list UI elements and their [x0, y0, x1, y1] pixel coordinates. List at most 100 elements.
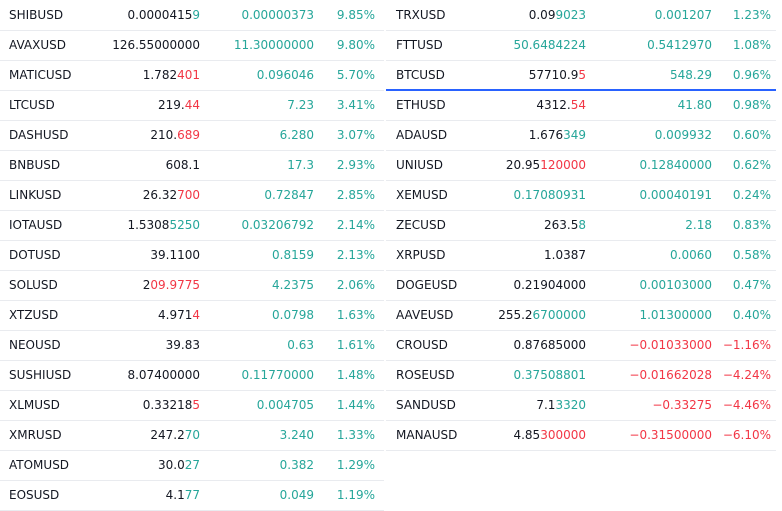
watchlist-row-manausd[interactable]: MANAUSD 4.85300000 −0.31500000 −6.10% — [386, 421, 776, 451]
last-price-stable-digits: 255.2 — [498, 308, 533, 322]
price-change: 0.72847 — [264, 188, 314, 202]
last-price: 608.1 — [166, 151, 200, 180]
price-change: −0.31500000 — [629, 428, 712, 442]
percent-change: 0.62% — [732, 158, 771, 172]
symbol-label: ETHUSD — [396, 98, 446, 112]
symbol-label: AVAXUSD — [9, 38, 66, 52]
watchlist-row-sandusd[interactable]: SANDUSD 7.13320 −0.33275 −4.46% — [386, 391, 776, 421]
last-price-changed-digits: 700 — [177, 188, 200, 202]
last-price: 0.21904000 — [513, 271, 586, 300]
watchlist-row-trxusd[interactable]: TRXUSD 0.099023 0.001207 1.23% — [386, 1, 776, 31]
watchlist-row-maticusd[interactable]: MATICUSD 1.782401 0.096046 5.70% — [0, 61, 384, 91]
watchlist-row-linkusd[interactable]: LINKUSD 26.32700 0.72847 2.85% — [0, 181, 384, 211]
watchlist-row-iotausd[interactable]: IOTAUSD 1.53085250 0.03206792 2.14% — [0, 211, 384, 241]
price-change: −0.01662028 — [629, 368, 712, 382]
watchlist-row-atomusd[interactable]: ATOMUSD 30.027 0.382 1.29% — [0, 451, 384, 481]
watchlist-row-btcusd[interactable]: BTCUSD 57710.95 548.29 0.96% — [386, 61, 776, 91]
last-price-changed-digits: 401 — [177, 68, 200, 82]
price-change: 11.30000000 — [233, 38, 314, 52]
symbol-label: DOGEUSD — [396, 278, 458, 292]
last-price-changed-digits: 0.17080931 — [513, 188, 586, 202]
watchlist-row-zecusd[interactable]: ZECUSD 263.58 2.18 0.83% — [386, 211, 776, 241]
watchlist-row-dashusd[interactable]: DASHUSD 210.689 6.280 3.07% — [0, 121, 384, 151]
symbol-label: BTCUSD — [396, 68, 445, 82]
watchlist-row-crousd[interactable]: CROUSD 0.87685000 −0.01033000 −1.16% — [386, 331, 776, 361]
symbol-label: XTZUSD — [9, 308, 59, 322]
symbol-label: MANAUSD — [396, 428, 458, 442]
symbol-label: FTTUSD — [396, 38, 443, 52]
watchlist-row-neousd[interactable]: NEOUSD 39.83 0.63 1.61% — [0, 331, 384, 361]
watchlist-row-ltcusd[interactable]: LTCUSD 219.44 7.23 3.41% — [0, 91, 384, 121]
last-price: 1.0387 — [544, 241, 586, 270]
last-price-changed-digits: 77 — [184, 488, 200, 502]
watchlist-row-uniusd[interactable]: UNIUSD 20.95120000 0.12840000 0.62% — [386, 151, 776, 181]
watchlist-row-shibusd[interactable]: SHIBUSD 0.00004159 0.00000373 9.85% — [0, 1, 384, 31]
price-change: 0.00000373 — [241, 8, 314, 22]
last-price-stable-digits: 0.21904000 — [513, 278, 586, 292]
last-price-stable-digits: 608.1 — [165, 158, 200, 172]
percent-change: 9.80% — [336, 38, 375, 52]
percent-change: −6.10% — [722, 428, 771, 442]
percent-change: 1.44% — [336, 398, 375, 412]
symbol-label: NEOUSD — [9, 338, 61, 352]
last-price-stable-digits: 4.1 — [165, 488, 185, 502]
symbol-label: DASHUSD — [9, 128, 69, 142]
watchlist-row-solusd[interactable]: SOLUSD 209.9775 4.2375 2.06% — [0, 271, 384, 301]
last-price-stable-digits: 20.95 — [505, 158, 541, 172]
percent-change: 3.07% — [336, 128, 375, 142]
price-change: 1.01300000 — [639, 308, 712, 322]
watchlist-row-xmrusd[interactable]: XMRUSD 247.270 3.240 1.33% — [0, 421, 384, 451]
percent-change: 0.24% — [732, 188, 771, 202]
watchlist-row-eosusd[interactable]: EOSUSD 4.177 0.049 1.19% — [0, 481, 384, 511]
symbol-label: AAVEUSD — [396, 308, 454, 322]
last-price: 209.9775 — [143, 271, 200, 300]
percent-change: 0.98% — [732, 98, 771, 112]
price-change: 3.240 — [279, 428, 314, 442]
watchlist-row-roseusd[interactable]: ROSEUSD 0.37508801 −0.01662028 −4.24% — [386, 361, 776, 391]
symbol-label: MATICUSD — [9, 68, 72, 82]
last-price-changed-digits: 54 — [570, 98, 586, 112]
last-price-stable-digits: 1.782 — [142, 68, 178, 82]
watchlist-row-bnbusd[interactable]: BNBUSD 608.1 17.3 2.93% — [0, 151, 384, 181]
watchlist-row-adausd[interactable]: ADAUSD 1.676349 0.009932 0.60% — [386, 121, 776, 151]
percent-change: 0.60% — [732, 128, 771, 142]
symbol-label: SUSHIUSD — [9, 368, 72, 382]
last-price-changed-digits: 3320 — [555, 398, 586, 412]
last-price-stable-digits: 4.85 — [513, 428, 541, 442]
percent-change: 2.06% — [336, 278, 375, 292]
watchlist-row-xrpusd[interactable]: XRPUSD 1.0387 0.0060 0.58% — [386, 241, 776, 271]
watchlist-row-xtzusd[interactable]: XTZUSD 4.9714 0.0798 1.63% — [0, 301, 384, 331]
percent-change: 9.85% — [336, 8, 375, 22]
percent-change: 3.41% — [336, 98, 375, 112]
price-change: 2.18 — [685, 218, 712, 232]
price-change: 0.8159 — [272, 248, 314, 262]
last-price: 39.83 — [166, 331, 200, 360]
watchlist-row-avaxusd[interactable]: AVAXUSD 126.55000000 11.30000000 9.80% — [0, 31, 384, 61]
last-price-changed-digits: 27 — [184, 458, 200, 472]
last-price: 20.95120000 — [506, 151, 586, 180]
watchlist-row-sushiusd[interactable]: SUSHIUSD 8.07400000 0.11770000 1.48% — [0, 361, 384, 391]
last-price-changed-digits: 9 — [192, 8, 200, 22]
watchlist-row-fttusd[interactable]: FTTUSD 50.6484224 0.5412970 1.08% — [386, 31, 776, 61]
price-change: 6.280 — [279, 128, 314, 142]
symbol-label: XLMUSD — [9, 398, 60, 412]
watchlist-row-xemusd[interactable]: XEMUSD 0.17080931 0.00040191 0.24% — [386, 181, 776, 211]
watchlist-row-aaveusd[interactable]: AAVEUSD 255.26700000 1.01300000 0.40% — [386, 301, 776, 331]
price-change: 0.00103000 — [639, 278, 712, 292]
percent-change: 0.96% — [732, 68, 771, 82]
price-change: 0.12840000 — [639, 158, 712, 172]
watchlist-row-dotusd[interactable]: DOTUSD 39.1100 0.8159 2.13% — [0, 241, 384, 271]
last-price-changed-digits: 689 — [177, 128, 200, 142]
last-price-stable-digits: 4312. — [536, 98, 571, 112]
last-price-changed-digits: 6700000 — [532, 308, 586, 322]
symbol-label: ADAUSD — [396, 128, 448, 142]
symbol-label: ZECUSD — [396, 218, 446, 232]
last-price-stable-digits: 0.33218 — [142, 398, 193, 412]
percent-change: 1.33% — [336, 428, 375, 442]
last-price: 255.26700000 — [498, 301, 586, 330]
symbol-label: LTCUSD — [9, 98, 55, 112]
watchlist-row-xlmusd[interactable]: XLMUSD 0.332185 0.004705 1.44% — [0, 391, 384, 421]
last-price-stable-digits: 4.971 — [158, 308, 193, 322]
watchlist-row-ethusd[interactable]: ETHUSD 4312.54 41.80 0.98% — [386, 91, 776, 121]
watchlist-row-dogeusd[interactable]: DOGEUSD 0.21904000 0.00103000 0.47% — [386, 271, 776, 301]
